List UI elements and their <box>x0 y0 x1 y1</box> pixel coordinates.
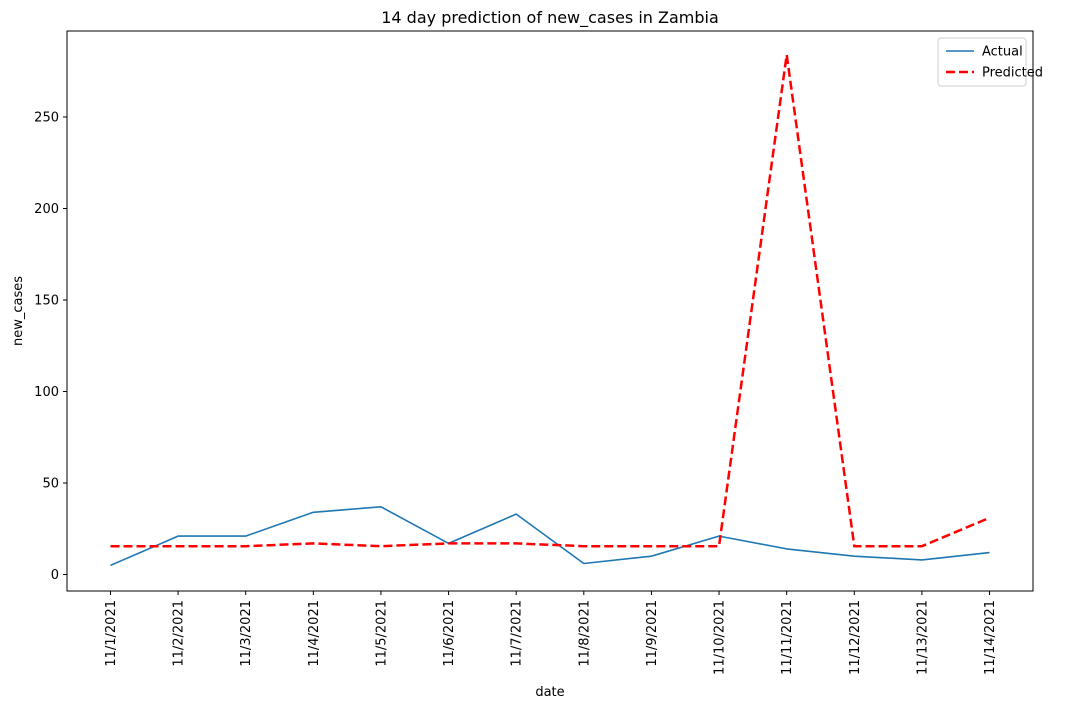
x-axis-label: date <box>535 685 564 700</box>
y-tick-label: 50 <box>42 477 59 492</box>
legend-label-predicted: Predicted <box>982 66 1043 81</box>
x-tick-label: 11/7/2021 <box>510 600 525 667</box>
y-tick-label: 100 <box>34 385 59 400</box>
y-tick-label: 250 <box>34 111 59 126</box>
x-tick-label: 11/9/2021 <box>645 600 660 667</box>
x-tick-label: 11/13/2021 <box>915 600 930 675</box>
x-tick-label: 11/12/2021 <box>848 600 863 675</box>
chart-title: 14 day prediction of new_cases in Zambia <box>381 8 719 28</box>
x-tick-label: 11/6/2021 <box>442 600 457 667</box>
x-tick-label: 11/4/2021 <box>307 600 322 667</box>
y-tick-label: 200 <box>34 202 59 217</box>
series-line-predicted <box>110 53 990 548</box>
legend-label-actual: Actual <box>982 45 1023 60</box>
x-tick-label: 11/11/2021 <box>780 600 795 675</box>
legend: Actual Predicted <box>937 37 1043 87</box>
series-line-actual <box>110 505 990 567</box>
x-tick-label: 11/10/2021 <box>713 600 728 675</box>
y-axis-label: new_cases <box>11 276 26 346</box>
y-tick-label: 150 <box>34 294 59 309</box>
x-tick-label: 11/2/2021 <box>172 600 187 667</box>
plot-layer: 0 50 100 150 200 250 11/1/2021 11/2/2021 11/3/20… <box>34 53 998 675</box>
legend-box <box>937 37 1027 87</box>
x-tick-label: 11/3/2021 <box>239 600 254 667</box>
plot-frame <box>66 30 1034 592</box>
x-tick-label: 11/1/2021 <box>104 600 119 667</box>
x-tick-label: 11/8/2021 <box>577 600 592 667</box>
x-tick-label: 11/14/2021 <box>983 600 998 675</box>
x-tick-label: 11/5/2021 <box>374 600 389 667</box>
y-tick-label: 0 <box>51 568 59 583</box>
